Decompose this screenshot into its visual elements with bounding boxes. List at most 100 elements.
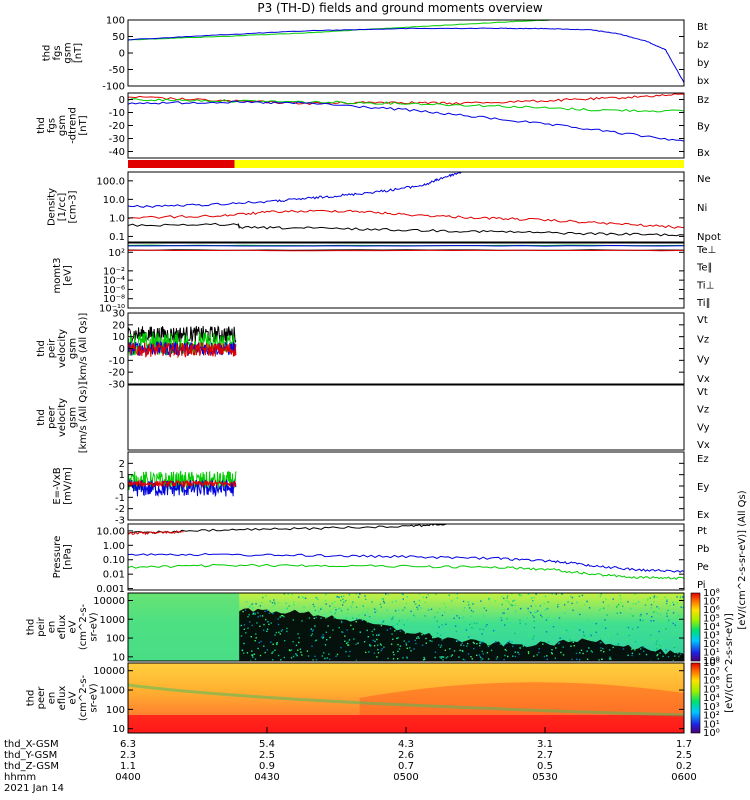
legend-Vx: Vx	[697, 374, 710, 385]
legend-Vz: Vz	[697, 335, 709, 346]
heatmap-cell	[520, 595, 523, 597]
heatmap-cell	[583, 635, 586, 637]
heatmap-cell	[633, 636, 635, 638]
heatmap-cell	[652, 638, 654, 640]
legend-Ez: Ez	[697, 454, 709, 465]
heatmap-cell	[465, 639, 467, 641]
heatmap-cell	[582, 652, 584, 655]
heatmap-cell	[432, 636, 434, 639]
heatmap-cell	[619, 595, 621, 597]
series-bx	[128, 27, 684, 83]
heatmap-cell	[562, 654, 565, 656]
heatmap-cell	[457, 639, 459, 642]
heatmap-cell	[302, 596, 304, 598]
heatmap-cell	[534, 611, 536, 614]
lines-moments_t3	[128, 244, 684, 252]
y-axis-label-line: E=-VxB	[52, 467, 63, 504]
heatmap-cell	[377, 648, 379, 651]
heatmap-cell	[479, 656, 481, 658]
heatmap-cell	[568, 631, 570, 633]
heatmap-cell	[442, 659, 444, 661]
y-tick-label: -50	[109, 65, 125, 76]
heatmap-cell	[603, 607, 605, 609]
heatmap-cell	[482, 628, 484, 631]
heatmap-cell	[450, 600, 453, 602]
heatmap-cell	[260, 640, 262, 643]
panel-moments_t3: 10² 10⁻²10⁻⁴10⁻⁶10⁻⁸10⁻¹⁰ momt3[eV] Te⊥ Te∥ T…	[52, 242, 716, 315]
heatmap-cell	[357, 596, 360, 598]
legend-Te∥: Te∥	[696, 263, 713, 274]
heatmap-cell	[532, 638, 534, 640]
heatmap-cell	[600, 593, 602, 595]
y-tick-label: -20	[109, 121, 125, 132]
heatmap-cell	[358, 614, 360, 616]
heatmap-cell	[356, 618, 358, 620]
heatmap-cell	[392, 616, 394, 618]
colorbar-tick-label: 10⁸	[703, 588, 720, 599]
heatmap-cell	[249, 621, 251, 623]
heatmap-cell	[481, 633, 483, 635]
heatmap-cell	[653, 596, 655, 599]
heatmap-cell	[366, 629, 368, 632]
heatmap-cell	[441, 624, 443, 626]
heatmap-cell	[272, 643, 274, 645]
x-row-value: 3.1	[537, 739, 553, 750]
heatmap-cell	[587, 638, 589, 640]
heatmap-cell	[463, 620, 466, 622]
y-tick-label: 10⁻⁴	[103, 276, 125, 287]
series-Ex	[128, 478, 237, 498]
heatmap-cell	[334, 601, 336, 603]
heatmap-cell	[564, 623, 566, 626]
panel-frame	[127, 592, 685, 662]
heatmap-cell	[409, 647, 411, 649]
heatmap-cell	[566, 639, 568, 641]
y-axis-label: thdfgsgsm[nT]	[41, 42, 84, 63]
heatmap-cell	[443, 611, 446, 613]
heatmap-cell	[406, 619, 409, 621]
heatmap-cell	[393, 653, 395, 656]
legend-By: By	[697, 122, 710, 133]
y-tick-label: 0	[119, 95, 125, 106]
heatmap-cell	[263, 623, 265, 626]
heatmap-cell	[608, 649, 611, 651]
heatmap-cell	[657, 658, 659, 660]
legend-Te⊥: Te⊥	[696, 245, 716, 256]
heatmap-cell	[590, 634, 592, 636]
y-axis-label-line: [km/s (All Qs)]	[78, 382, 89, 454]
heatmap-cell	[334, 612, 336, 615]
heatmap-cell	[355, 606, 358, 608]
heatmap-cell	[515, 642, 517, 644]
heatmap-cell	[449, 648, 451, 650]
heatmap-cell	[588, 647, 590, 649]
heatmap-dark-region	[239, 608, 684, 661]
series-Ne	[128, 209, 684, 229]
heatmap-cell	[386, 609, 388, 611]
y-axis-label-line: velocity	[57, 398, 68, 437]
heatmap-cell	[616, 606, 618, 608]
heatmap-cell	[340, 595, 343, 598]
heatmap-cell	[486, 643, 489, 646]
heatmap-cell	[517, 651, 519, 654]
heatmap-cell	[320, 607, 323, 609]
heatmap-cell	[402, 609, 404, 611]
heatmap-cell	[460, 644, 462, 646]
heatmap-cell	[346, 617, 348, 619]
heatmap-cell	[322, 637, 324, 639]
legend-Vz: Vz	[697, 405, 709, 416]
heatmap-cell	[536, 654, 538, 656]
colorbars: 10⁸10⁷10⁶10⁵10⁴10³10²10¹10⁰10⁸10⁷10⁶10⁵1…	[690, 490, 748, 739]
heatmap-cell	[430, 608, 433, 610]
panel-fgs_gsm: 100 50 0 -50 -100 thdfgsgsm[nT] Bt bz by bx	[41, 16, 709, 93]
heatmap-cell	[462, 658, 465, 661]
heatmap-cell	[326, 657, 328, 659]
heatmap-cell	[514, 655, 517, 658]
legend-Bz: Bz	[697, 95, 709, 106]
y-axis-label: thdfgsgsm-dtrend[nT]	[36, 107, 89, 144]
heatmap-cell	[341, 631, 343, 633]
heatmap-cell	[505, 634, 507, 636]
x-row-value: 0530	[532, 772, 557, 783]
heatmap-cell	[672, 601, 674, 604]
heatmap-cell	[476, 615, 479, 617]
y-axis-label-line: momt3	[52, 258, 63, 294]
heatmap-cell	[348, 639, 351, 641]
